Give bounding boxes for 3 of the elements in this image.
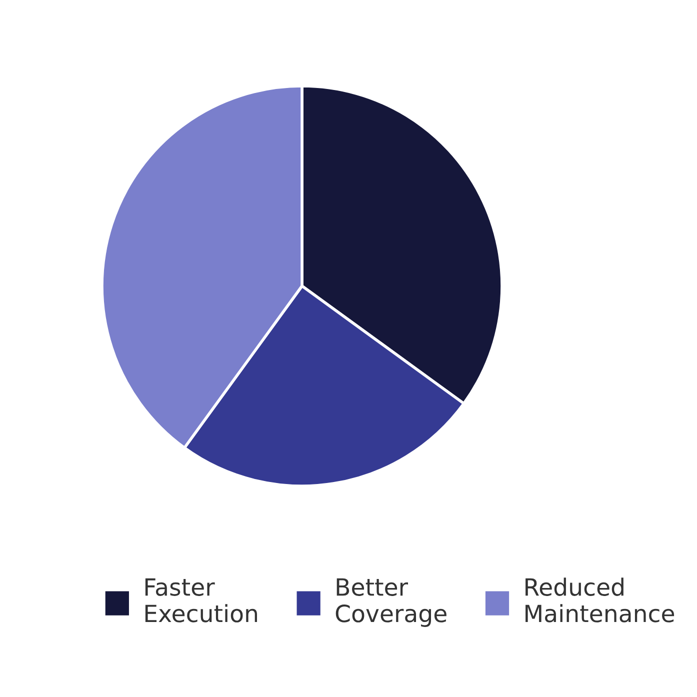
- legend-label: Faster Execution: [145, 578, 257, 622]
- legend-label: Better Coverage: [336, 578, 446, 627]
- legend-label: Reduced Maintenance: [526, 578, 674, 622]
